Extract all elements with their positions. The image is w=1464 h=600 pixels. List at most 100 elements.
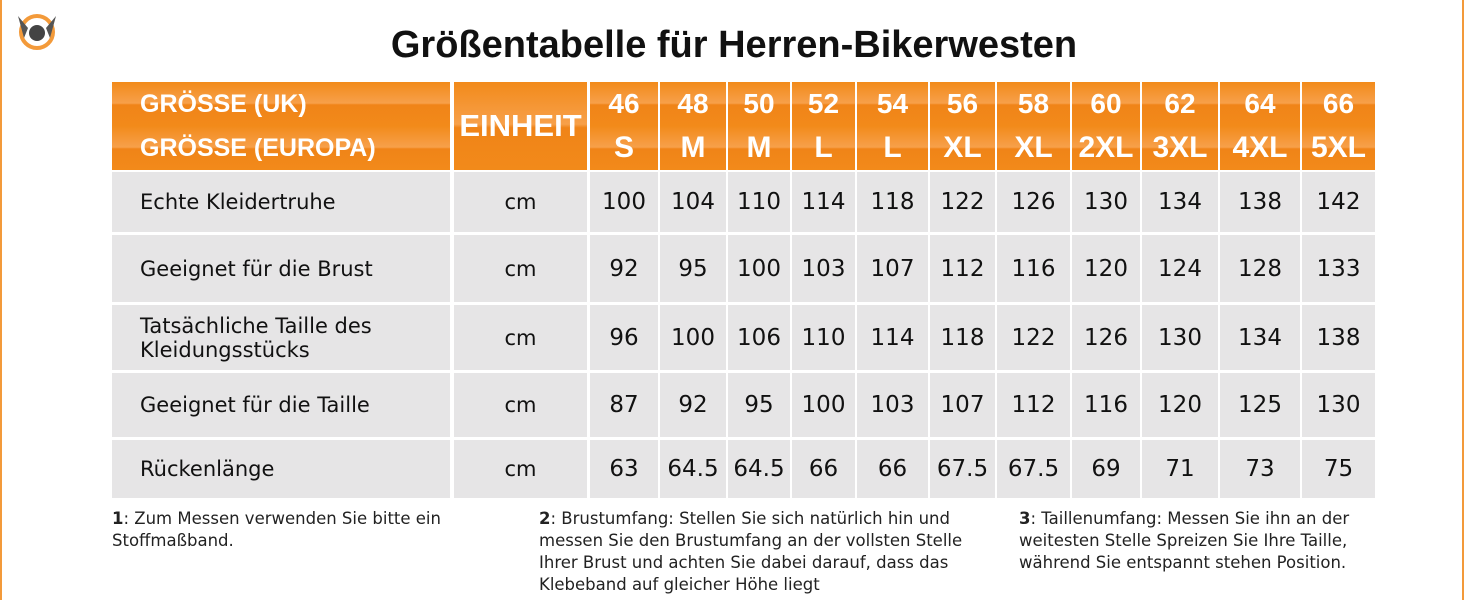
value: 64.5 — [660, 440, 726, 498]
value: 130 — [1142, 305, 1218, 370]
value: 120 — [1142, 373, 1218, 437]
size-uk: 56 — [930, 82, 995, 126]
unit: cm — [454, 235, 587, 302]
value: 64.5 — [728, 440, 790, 498]
size-eu: S — [590, 126, 658, 170]
size-uk-label: GRÖSSE (UK) — [112, 82, 450, 126]
unit: cm — [454, 305, 587, 370]
value: 112 — [997, 373, 1070, 437]
row-label-text: Geeignet für die Taille — [140, 393, 370, 417]
logo — [18, 14, 56, 50]
size-uk: 66 — [1302, 82, 1375, 126]
footnote-number: 2 — [539, 509, 551, 528]
footnote-text: : Taillenumfang: Messen Sie ihn an der w… — [1019, 509, 1350, 572]
value: 100 — [590, 172, 658, 232]
size-eu: 5XL — [1302, 126, 1375, 170]
value: 118 — [930, 305, 995, 370]
size-uk: 58 — [997, 82, 1070, 126]
value: 126 — [1072, 305, 1140, 370]
value: 95 — [660, 235, 726, 302]
size-eu: 3XL — [1142, 126, 1218, 170]
value: 133 — [1302, 235, 1375, 302]
size-uk: 46 — [590, 82, 658, 126]
value: 66 — [792, 440, 855, 498]
footnote-number: 3 — [1019, 509, 1031, 528]
value: 104 — [660, 172, 726, 232]
row-label-text: Geeignet für die Brust — [140, 256, 373, 281]
size-uk: 48 — [660, 82, 726, 126]
row-label: Tatsächliche Taille des Kleidungsstücks — [112, 305, 450, 370]
value: 87 — [590, 373, 658, 437]
value: 103 — [792, 235, 855, 302]
unit: cm — [454, 373, 587, 437]
unit-label: EINHEIT — [454, 82, 587, 170]
value: 116 — [997, 235, 1070, 302]
value: 73 — [1220, 440, 1300, 498]
value: 122 — [997, 305, 1070, 370]
value: 116 — [1072, 373, 1140, 437]
value: 67.5 — [997, 440, 1070, 498]
size-eu: XL — [930, 126, 995, 170]
value: 118 — [857, 172, 928, 232]
value: 114 — [857, 305, 928, 370]
value: 110 — [792, 305, 855, 370]
value: 126 — [997, 172, 1070, 232]
footnote: 3: Taillenumfang: Messen Sie ihn an der … — [1019, 508, 1399, 600]
unit: cm — [454, 172, 587, 232]
footnote-text: : Zum Messen verwenden Sie bitte ein Sto… — [112, 509, 441, 550]
size-uk: 50 — [728, 82, 790, 126]
value: 106 — [728, 305, 790, 370]
value: 138 — [1220, 172, 1300, 232]
row-label-text: Tatsächliche Taille des Kleidungsstücks — [140, 313, 372, 362]
row-label: Geeignet für die Brust — [112, 235, 450, 302]
value: 100 — [660, 305, 726, 370]
value: 75 — [1302, 440, 1375, 498]
size-uk: 62 — [1142, 82, 1218, 126]
value: 130 — [1072, 172, 1140, 232]
footnote: 2: Brustumfang: Stellen Sie sich natürli… — [539, 508, 979, 600]
value: 107 — [857, 235, 928, 302]
unit: cm — [454, 440, 587, 498]
value: 134 — [1142, 172, 1218, 232]
size-eu: M — [660, 126, 726, 170]
row-label-text: Rückenlänge — [140, 457, 275, 481]
value: 128 — [1220, 235, 1300, 302]
row-label: Echte Kleidertruhe — [112, 172, 450, 232]
size-eu-label: GRÖSSE (EUROPA) — [112, 126, 450, 170]
value: 122 — [930, 172, 995, 232]
value: 120 — [1072, 235, 1140, 302]
value: 92 — [590, 235, 658, 302]
size-eu: XL — [997, 126, 1070, 170]
value: 69 — [1072, 440, 1140, 498]
value: 67.5 — [930, 440, 995, 498]
value: 100 — [728, 235, 790, 302]
size-eu: L — [857, 126, 928, 170]
size-eu: 4XL — [1220, 126, 1300, 170]
value: 66 — [857, 440, 928, 498]
value: 110 — [728, 172, 790, 232]
size-uk: 54 — [857, 82, 928, 126]
value: 96 — [590, 305, 658, 370]
row-label: Rückenlänge — [112, 440, 450, 498]
value: 134 — [1220, 305, 1300, 370]
footnote-text: : Brustumfang: Stellen Sie sich natürlic… — [539, 509, 963, 594]
row-label: Geeignet für die Taille — [112, 373, 450, 437]
value: 100 — [792, 373, 855, 437]
value: 95 — [728, 373, 790, 437]
value: 71 — [1142, 440, 1218, 498]
value: 114 — [792, 172, 855, 232]
size-eu: L — [792, 126, 855, 170]
value: 125 — [1220, 373, 1300, 437]
row-label-text: Echte Kleidertruhe — [140, 190, 336, 214]
value: 92 — [660, 373, 726, 437]
size-eu: M — [728, 126, 790, 170]
footnote: 1: Zum Messen verwenden Sie bitte ein St… — [112, 508, 492, 600]
footnote-number: 1 — [112, 509, 124, 528]
value: 124 — [1142, 235, 1218, 302]
size-eu: 2XL — [1072, 126, 1140, 170]
size-uk: 64 — [1220, 82, 1300, 126]
size-uk: 60 — [1072, 82, 1140, 126]
title: Größentabelle für Herren-Bikerwesten — [390, 23, 1078, 66]
